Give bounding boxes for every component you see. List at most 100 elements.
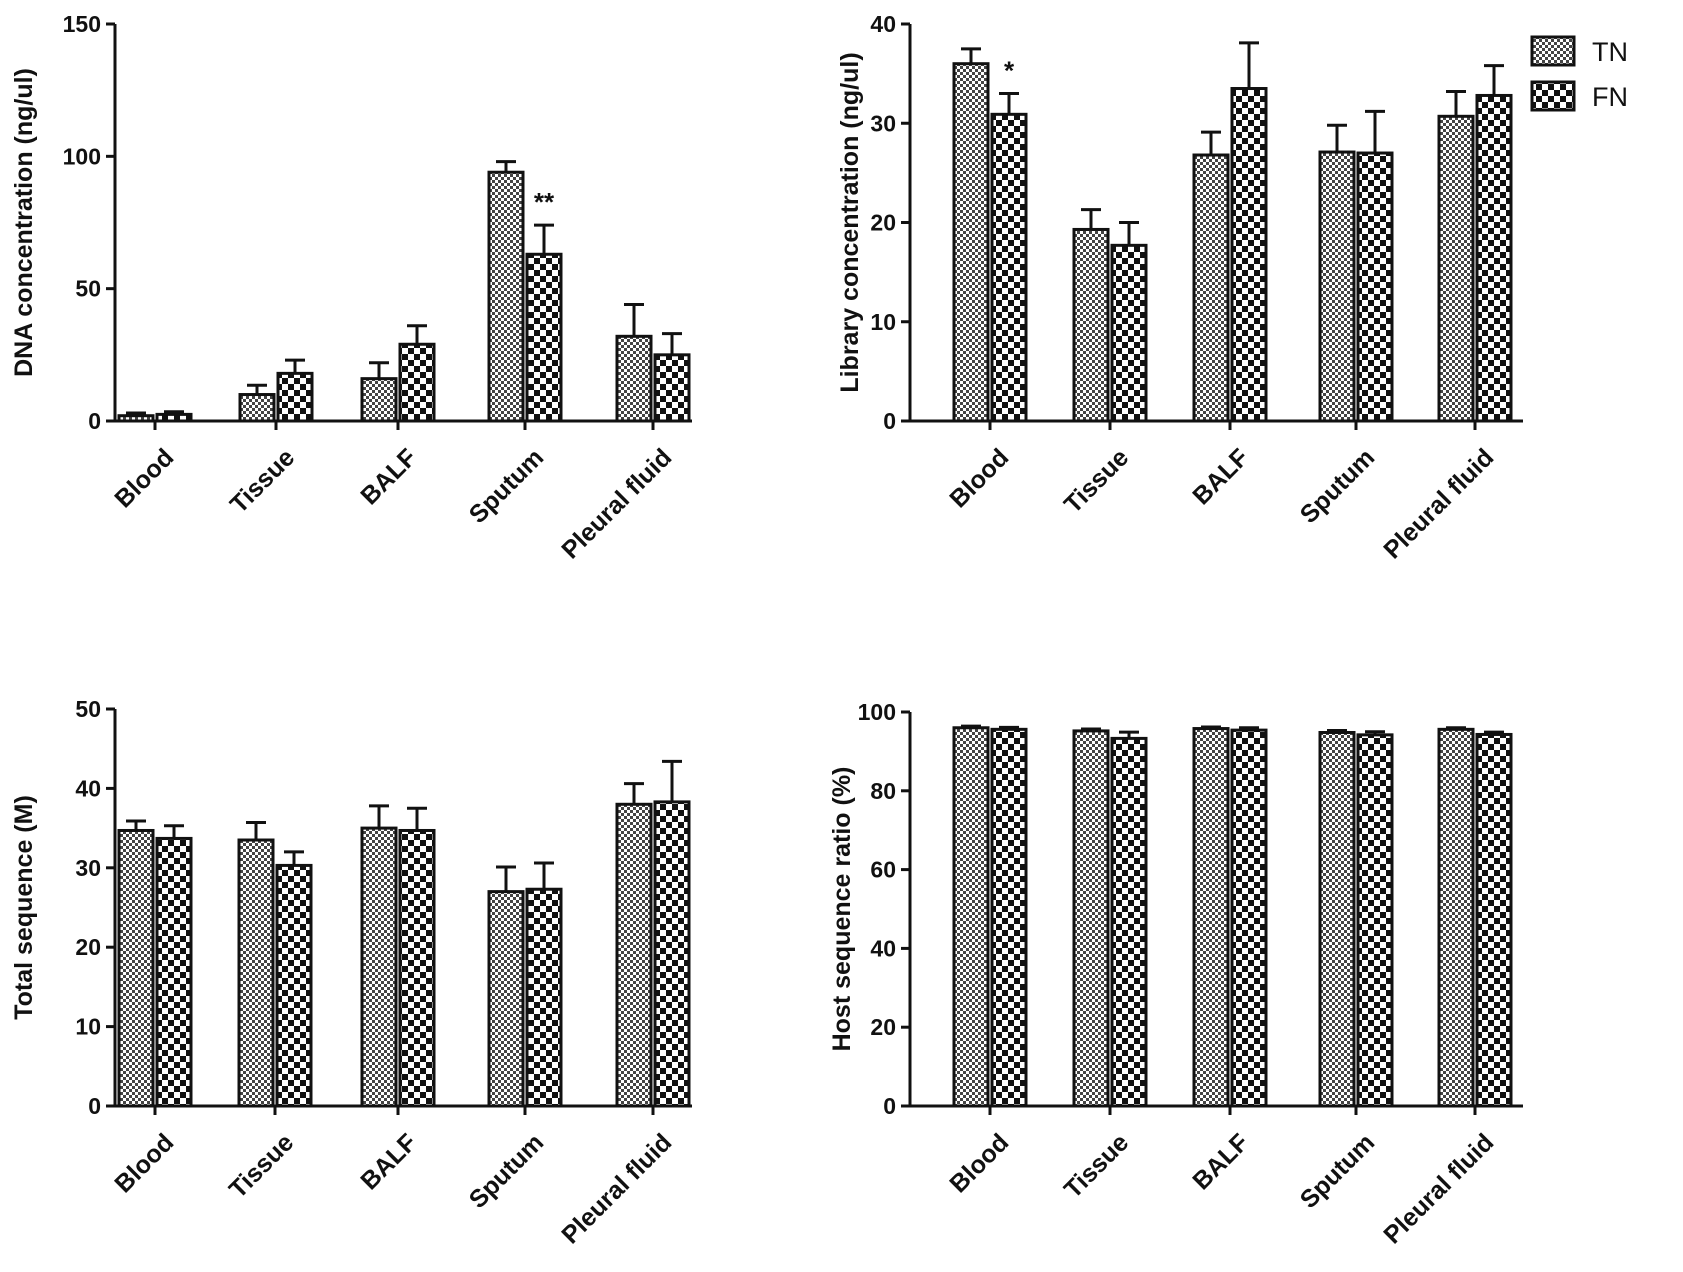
y-axis-title: Total sequence (M) [10, 795, 38, 1020]
bar-tn-tissue [1072, 729, 1110, 1108]
bar-fn-pleural-fluid [1475, 732, 1513, 1108]
y-tick-label: 0 [88, 408, 101, 434]
x-category-label-pleural-fluid: Pleural fluid [1378, 1128, 1499, 1249]
x-category-label-sputum: Sputum [464, 1128, 550, 1214]
bar-fn-blood [155, 412, 193, 423]
legend: TN FN [1530, 35, 1628, 112]
legend-label-fn: FN [1592, 82, 1628, 112]
bar-fn-tissue [1110, 736, 1148, 1108]
legend-swatch-fn [1530, 80, 1576, 112]
y-tick-label: 40 [870, 11, 896, 37]
bar-tn-sputum [1318, 150, 1356, 423]
significance-marker: ** [534, 187, 555, 217]
y-tick-label: 0 [88, 1093, 101, 1119]
y-tick-label: 30 [870, 110, 896, 136]
legend-item-fn: FN [1530, 80, 1628, 112]
bar-fn-sputum [1356, 151, 1394, 423]
x-category-label-tissue: Tissue [1059, 443, 1135, 519]
legend-swatch-tn [1530, 35, 1576, 67]
chart-panel-4: Host sequence ratio (%) 0 20 40 60 80 100 Blood… [828, 699, 1523, 1249]
x-category-label-pleural-fluid: Pleural fluid [1378, 443, 1499, 564]
bar-tn-blood [952, 726, 990, 1108]
y-tick-label: 50 [75, 276, 101, 302]
bar-fn-pleural-fluid [653, 353, 691, 423]
y-tick-label: 100 [858, 699, 896, 725]
y-tick-label: 0 [883, 408, 896, 434]
x-category-label-blood: Blood [944, 443, 1014, 513]
chart-panel-3: Total sequence (M) 0 10 20 30 40 50 Blood Tissue… [10, 696, 692, 1249]
y-tick-label: 10 [75, 1014, 101, 1040]
x-category-label-tissue: Tissue [224, 1128, 300, 1204]
bar-tn-blood [117, 414, 155, 423]
bar-fn-sputum [525, 887, 563, 1108]
bar-fn-sputum [1356, 733, 1394, 1108]
y-tick-label: 60 [870, 857, 896, 883]
bar-tn-blood [117, 828, 155, 1108]
chart-panel-2: Library concentration (ng/ul) 0 10 20 30 40 Bl… [836, 11, 1523, 564]
y-axis-title: DNA concentration (ng/ul) [10, 68, 38, 377]
bar-tn-pleural-fluid [1437, 727, 1475, 1108]
bar-fn-blood [990, 112, 1028, 423]
x-category-label-blood: Blood [109, 1128, 179, 1198]
bar-tn-pleural-fluid [1437, 114, 1475, 423]
x-category-label-pleural-fluid: Pleural fluid [556, 443, 677, 564]
bar-tn-balf [1192, 153, 1230, 423]
x-category-label-tissue: Tissue [225, 443, 301, 519]
bar-fn-balf [398, 828, 436, 1108]
significance-marker: * [1004, 55, 1015, 85]
y-tick-label: 20 [870, 1014, 896, 1040]
x-category-label-blood: Blood [109, 443, 179, 513]
x-category-label-balf: BALF [1187, 443, 1254, 510]
chart-panel-1: DNA concentration (ng/ul) 0 50 100 150 Blood T… [10, 11, 692, 564]
y-tick-label: 50 [75, 696, 101, 722]
bar-fn-tissue [1110, 243, 1148, 423]
legend-label-tn: TN [1592, 37, 1628, 67]
bar-tn-pleural-fluid [615, 802, 653, 1108]
bar-tn-blood [952, 62, 990, 423]
bar-fn-sputum [525, 252, 563, 423]
bar-tn-tissue [238, 393, 276, 423]
x-category-label-blood: Blood [944, 1128, 1014, 1198]
bar-tn-balf [360, 377, 398, 423]
legend-item-tn: TN [1530, 35, 1628, 67]
bar-tn-sputum [487, 170, 525, 423]
bar-fn-pleural-fluid [1475, 93, 1513, 423]
bar-tn-sputum [1318, 730, 1356, 1108]
bar-fn-tissue [276, 371, 314, 423]
y-tick-label: 150 [63, 11, 101, 37]
x-category-label-tissue: Tissue [1059, 1128, 1135, 1204]
y-tick-label: 20 [75, 934, 101, 960]
x-category-label-balf: BALF [355, 1128, 422, 1195]
y-tick-label: 40 [75, 775, 101, 801]
bar-fn-balf [1230, 728, 1268, 1108]
y-tick-label: 30 [75, 855, 101, 881]
bar-fn-tissue [275, 863, 313, 1108]
bar-tn-pleural-fluid [615, 334, 653, 423]
bar-tn-tissue [237, 838, 275, 1108]
x-category-label-sputum: Sputum [1295, 1128, 1381, 1214]
y-tick-label: 100 [63, 143, 101, 169]
y-tick-label: 0 [883, 1093, 896, 1119]
bar-tn-balf [360, 826, 398, 1108]
x-category-label-pleural-fluid: Pleural fluid [556, 1128, 677, 1249]
y-axis-title: Library concentration (ng/ul) [836, 52, 864, 392]
x-category-label-balf: BALF [355, 443, 422, 510]
bar-fn-blood [155, 836, 193, 1108]
y-tick-label: 20 [870, 210, 896, 236]
y-axis-title: Host sequence ratio (%) [828, 767, 856, 1052]
y-tick-label: 40 [870, 935, 896, 961]
y-tick-label: 10 [870, 309, 896, 335]
bar-tn-tissue [1072, 227, 1110, 423]
y-tick-label: 80 [870, 778, 896, 804]
bar-tn-balf [1192, 727, 1230, 1108]
x-category-label-sputum: Sputum [1295, 443, 1381, 529]
bar-tn-sputum [487, 890, 525, 1108]
bar-fn-pleural-fluid [653, 800, 691, 1108]
bar-fn-balf [398, 342, 436, 423]
bar-fn-blood [990, 727, 1028, 1108]
bar-fn-balf [1230, 87, 1268, 423]
x-category-label-sputum: Sputum [464, 443, 550, 529]
x-category-label-balf: BALF [1187, 1128, 1254, 1195]
